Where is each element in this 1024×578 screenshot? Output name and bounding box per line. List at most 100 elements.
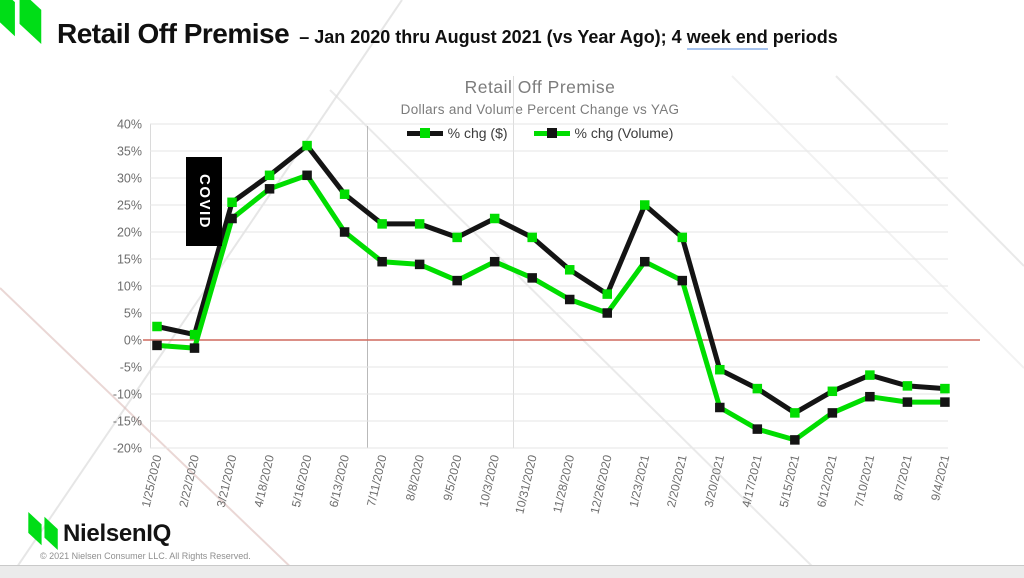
x-tick-label: 4/18/2020: [251, 453, 277, 508]
series-line-1: [156, 172, 945, 443]
x-tick-label: 12/26/2020: [588, 453, 615, 515]
x-tick-label: 8/8/2020: [403, 453, 427, 502]
data-point-marker: [227, 213, 237, 224]
brand-name: NielsenIQ: [63, 520, 172, 547]
data-point-marker: [414, 259, 425, 270]
data-point-marker: [752, 424, 763, 434]
y-tick-label: -10%: [113, 388, 142, 402]
data-point-marker: [902, 397, 913, 407]
data-point-marker: [940, 383, 950, 394]
y-tick-label: -5%: [120, 361, 142, 375]
copyright-text: © 2021 Nielsen Consumer LLC. All Rights …: [40, 551, 251, 561]
x-tick-label: 5/15/2021: [777, 453, 803, 508]
y-tick-label: -20%: [113, 442, 142, 456]
y-tick-label: 15%: [117, 253, 142, 267]
data-point-marker: [790, 408, 800, 418]
slide-title-main: Retail Off Premise: [57, 18, 290, 49]
data-point-marker: [564, 294, 575, 305]
data-point-marker: [339, 227, 350, 237]
x-tick-label: 1/23/2021: [627, 453, 653, 508]
x-tick-label: 1/25/2020: [139, 453, 165, 508]
legend-item-dollars: % chg ($): [406, 125, 508, 141]
y-tick-label: -15%: [113, 415, 142, 429]
chart-legend: % chg ($) % chg (Volume): [130, 125, 950, 141]
x-tick-label: 6/13/2020: [326, 453, 352, 508]
data-point-marker: [189, 329, 200, 340]
nielseniq-corner-mark-icon: [0, 0, 42, 44]
x-tick-label: 3/21/2020: [214, 453, 240, 508]
underlined-text: week end: [686, 27, 768, 50]
data-point-marker: [227, 197, 237, 208]
data-point-marker: [902, 381, 913, 391]
x-axis-labels: 1/25/2020 2/22/2020 3/21/2020 4/18/2020 5/16…: [139, 453, 953, 515]
x-tick-label: 9/5/2020: [440, 453, 464, 502]
y-tick-label: 10%: [117, 280, 142, 294]
data-point-marker: [377, 219, 387, 229]
data-point-marker: [715, 364, 725, 375]
data-point-marker: [640, 200, 650, 210]
nielseniq-logo-icon: [28, 512, 58, 550]
data-point-marker: [452, 275, 462, 286]
data-point-marker: [414, 219, 425, 229]
y-tick-label: 35%: [117, 145, 142, 159]
dollars-series-swatch-icon: [406, 128, 443, 139]
chart-title: Retail Off Premise: [464, 77, 616, 97]
x-tick-label: 2/22/2020: [176, 453, 202, 508]
data-point-marker: [489, 213, 500, 224]
y-axis-labels: 40% 35% 30% 25% 20% 15% 10% 5% 0% -5% -10% -15% -20%: [113, 118, 142, 456]
volume-series-swatch-icon: [533, 128, 570, 139]
gridlines: [150, 123, 948, 449]
data-point-marker: [827, 408, 838, 418]
x-tick-label: 10/31/2020: [512, 453, 539, 515]
data-point-marker: [264, 184, 275, 194]
x-tick-label: 4/17/2021: [739, 453, 765, 508]
data-point-marker: [677, 232, 688, 243]
series-line-0: [156, 143, 946, 416]
y-tick-label: 40%: [117, 118, 142, 132]
data-point-marker: [564, 265, 575, 275]
slide-title-sub: – Jan 2020 thru August 2021 (vs Year Ago…: [299, 27, 838, 50]
bottom-bar: [0, 565, 1024, 578]
data-point-marker: [152, 321, 162, 332]
data-point-marker: [827, 386, 838, 397]
data-point-marker: [377, 256, 387, 267]
data-point-marker: [602, 289, 612, 299]
data-point-marker: [715, 402, 725, 413]
y-tick-label: 5%: [124, 307, 142, 321]
y-tick-label: 0%: [124, 334, 142, 348]
data-point-marker: [452, 232, 462, 243]
x-tick-label: 9/4/2021: [928, 453, 952, 502]
x-tick-label: 7/11/2020: [364, 453, 390, 508]
y-tick-label: 30%: [117, 172, 142, 186]
data-point-marker: [790, 435, 800, 445]
data-point-marker: [152, 340, 162, 351]
slide-title: Retail Off Premise – Jan 2020 thru Augus…: [57, 18, 838, 50]
x-tick-label: 2/20/2021: [664, 453, 690, 508]
data-point-marker: [677, 275, 688, 286]
data-point-marker: [302, 170, 312, 181]
chart-subtitle: Dollars and Volume Percent Change vs YAG: [400, 102, 680, 117]
data-point-marker: [527, 273, 537, 283]
data-point-marker: [189, 343, 200, 353]
x-tick-label: 6/12/2021: [814, 453, 840, 508]
x-tick-label: 8/7/2021: [891, 453, 915, 502]
data-point-marker: [602, 308, 612, 318]
data-point-marker: [339, 189, 350, 199]
x-tick-label: 5/16/2020: [289, 453, 315, 508]
x-tick-label: 7/10/2021: [852, 453, 878, 508]
y-tick-label: 25%: [117, 199, 142, 213]
data-point-marker: [640, 256, 650, 267]
y-tick-label: 20%: [117, 226, 142, 240]
series-lines: [152, 140, 950, 445]
data-point-marker: [264, 170, 275, 181]
x-tick-label: 11/28/2020: [550, 453, 577, 514]
data-point-marker: [489, 256, 500, 267]
data-point-marker: [752, 383, 763, 394]
legend-label-volume: % chg (Volume): [574, 125, 674, 141]
legend-label-dollars: % chg ($): [447, 125, 508, 141]
legend-item-volume: % chg (Volume): [533, 125, 674, 141]
x-tick-label: 3/20/2021: [702, 453, 728, 508]
data-point-marker: [865, 370, 875, 380]
